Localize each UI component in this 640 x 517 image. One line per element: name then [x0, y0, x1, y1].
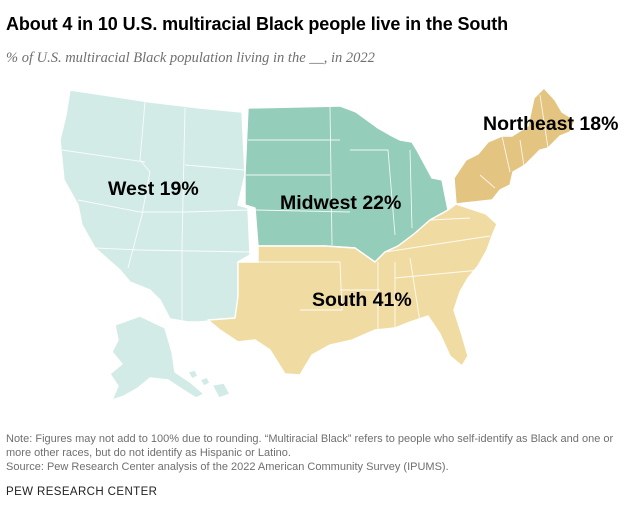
- us-region-map: West 19% Midwest 22% South 41% Northeast…: [59, 87, 618, 401]
- region-hawaii-2: [199, 376, 211, 387]
- label-south: South 41%: [312, 289, 412, 311]
- chart-title: About 4 in 10 U.S. multiracial Black peo…: [6, 14, 509, 34]
- state-boundaries: [61, 94, 549, 330]
- region-alaska: [109, 315, 205, 401]
- label-midwest: Midwest 22%: [280, 192, 401, 214]
- source-note: Source: Pew Research Center analysis of …: [6, 461, 449, 473]
- region-northeast: [453, 87, 576, 205]
- footnote: Note: Figures may not add to 100% due to…: [6, 433, 614, 459]
- label-west: West 19%: [108, 178, 199, 200]
- label-northeast: Northeast 18%: [483, 113, 618, 135]
- chart-subtitle: % of U.S. multiracial Black population l…: [6, 50, 375, 66]
- region-hawaii-1: [187, 369, 199, 380]
- region-west: [59, 89, 251, 331]
- region-south: [207, 203, 498, 376]
- region-hawaii-3: [211, 382, 231, 399]
- brand-logo-text: PEW RESEARCH CENTER: [6, 486, 158, 498]
